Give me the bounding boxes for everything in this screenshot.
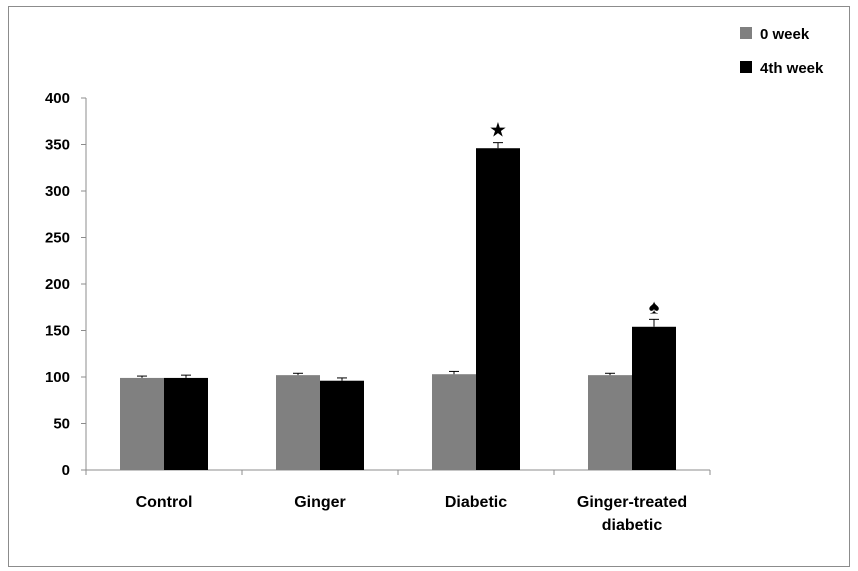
legend-label: 0 week (760, 26, 810, 43)
bar (632, 326, 676, 470)
star-marker: ★ (489, 120, 507, 142)
y-tick-label: 0 (62, 462, 70, 479)
y-tick-label: 350 (45, 137, 70, 154)
bar (476, 148, 520, 470)
bar (432, 374, 476, 470)
y-tick-label: 100 (45, 369, 70, 386)
bar (320, 380, 364, 470)
x-tick-label: Control (136, 494, 193, 511)
y-tick-label: 150 (45, 323, 70, 340)
spade-marker: ♠ (649, 296, 660, 318)
legend-label: 4th week (760, 60, 824, 77)
y-tick-label: 300 (45, 183, 70, 200)
legend-swatch (740, 27, 752, 39)
y-tick-label: 250 (45, 230, 70, 247)
x-tick-label: Ginger-treated (577, 494, 687, 511)
y-tick-label: 400 (45, 90, 70, 107)
x-tick-label: diabetic (602, 517, 663, 534)
bar (164, 377, 208, 470)
x-tick-label: Ginger (294, 494, 346, 511)
legend-swatch (740, 61, 752, 73)
bar (120, 377, 164, 470)
x-tick-label: Diabetic (445, 494, 507, 511)
y-tick-label: 200 (45, 276, 70, 293)
y-tick-label: 50 (53, 416, 70, 433)
bar (588, 375, 632, 470)
bar (276, 375, 320, 470)
